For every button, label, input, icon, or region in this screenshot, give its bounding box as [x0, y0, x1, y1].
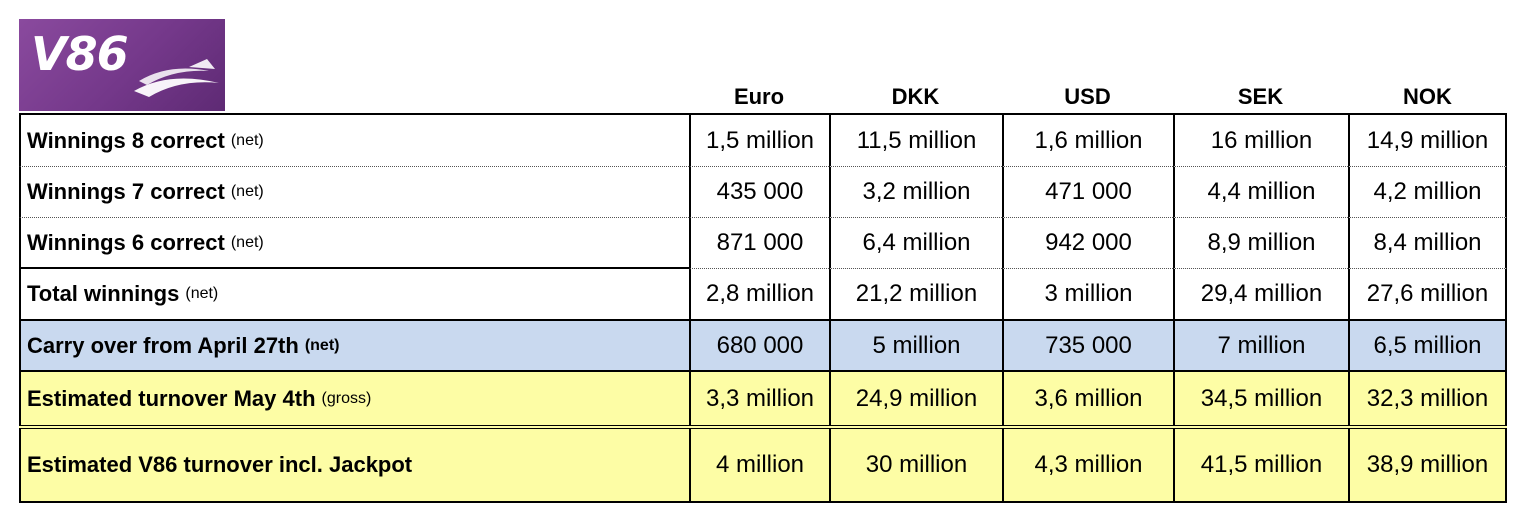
cell-usd: 3,6 million	[1002, 372, 1173, 425]
cell-dkk: 6,4 million	[829, 218, 1002, 269]
row-label-text: Winnings 7 correct	[27, 179, 225, 204]
row-note: (net)	[230, 183, 264, 200]
row-label: Total winnings (net)	[19, 269, 689, 321]
cell-usd: 471 000	[1002, 167, 1173, 218]
row-label-text: Estimated V86 turnover incl. Jackpot	[27, 452, 413, 477]
cell-nok: 38,9 million	[1348, 429, 1507, 501]
horse-swoosh-icon	[134, 59, 219, 97]
cell-sek: 4,4 million	[1173, 167, 1348, 218]
cell-usd: 3 million	[1002, 269, 1173, 321]
table-row-estimated-turnover: Estimated turnover May 4th (gross) 3,3 m…	[19, 372, 1507, 429]
cell-dkk: 30 million	[829, 429, 1002, 501]
row-note: (net)	[230, 233, 264, 251]
row-label-text: Winnings 8 correct	[27, 127, 225, 153]
table-row-winnings-8: Winnings 8 correct (net) 1,5 million 11,…	[19, 113, 1507, 167]
cell-nok: 8,4 million	[1348, 218, 1507, 269]
table-row-carry-over: Carry over from April 27th (net) 680 000…	[19, 321, 1507, 372]
cell-dkk: 21,2 million	[829, 269, 1002, 321]
cell-sek: 41,5 million	[1173, 429, 1348, 501]
cell-dkk: 5 million	[829, 321, 1002, 372]
cell-euro: 435 000	[689, 167, 829, 218]
table-row-winnings-6: Winnings 6 correct (net) 871 000 6,4 mil…	[19, 218, 1507, 269]
cell-nok: 27,6 million	[1348, 269, 1507, 321]
cell-nok: 32,3 million	[1348, 372, 1507, 425]
row-label: Estimated V86 turnover incl. Jackpot	[19, 429, 689, 501]
cell-nok: 6,5 million	[1348, 321, 1507, 372]
cell-usd: 942 000	[1002, 218, 1173, 269]
row-label-text: Total winnings	[27, 281, 180, 306]
cell-dkk: 3,2 million	[829, 167, 1002, 218]
row-label: Estimated turnover May 4th (gross)	[19, 372, 689, 425]
header-usd: USD	[1064, 84, 1111, 109]
cell-sek: 16 million	[1173, 113, 1348, 167]
cell-euro: 871 000	[689, 218, 829, 269]
row-label-text: Carry over from April 27th	[27, 332, 299, 358]
cell-sek: 7 million	[1173, 321, 1348, 372]
cell-sek: 8,9 million	[1173, 218, 1348, 269]
cell-nok: 4,2 million	[1348, 167, 1507, 218]
row-label: Winnings 7 correct (net)	[19, 167, 689, 218]
cell-usd: 4,3 million	[1002, 429, 1173, 501]
cell-usd: 735 000	[1002, 321, 1173, 372]
cell-usd: 1,6 million	[1002, 113, 1173, 167]
row-note: (net)	[304, 336, 340, 354]
cell-dkk: 11,5 million	[829, 113, 1002, 167]
cell-euro: 4 million	[689, 429, 829, 501]
row-label-text: Winnings 6 correct	[27, 229, 225, 255]
row-label-text: Estimated turnover May 4th	[27, 385, 316, 411]
cell-euro: 3,3 million	[689, 372, 829, 425]
header-euro: Euro	[733, 84, 785, 109]
cell-sek: 34,5 million	[1173, 372, 1348, 425]
header-sek: SEK	[1237, 84, 1284, 109]
cell-sek: 29,4 million	[1173, 269, 1348, 321]
row-note: (gross)	[321, 389, 372, 407]
row-note: (net)	[185, 285, 219, 302]
table-row-total-winnings: Total winnings (net) 2,8 million 21,2 mi…	[19, 269, 1507, 321]
row-label: Carry over from April 27th (net)	[19, 321, 689, 372]
cell-dkk: 24,9 million	[829, 372, 1002, 425]
cell-euro: 680 000	[689, 321, 829, 372]
header-nok: NOK	[1403, 84, 1452, 109]
header-dkk: DKK	[891, 84, 940, 109]
row-label: Winnings 8 correct (net)	[19, 113, 689, 167]
row-label: Winnings 6 correct (net)	[19, 218, 689, 269]
table-row-jackpot-turnover: Estimated V86 turnover incl. Jackpot 4 m…	[19, 429, 1507, 503]
row-note: (net)	[230, 131, 264, 149]
logo-text: V86	[31, 27, 129, 81]
table-row-winnings-7: Winnings 7 correct (net) 435 000 3,2 mil…	[19, 167, 1507, 218]
cell-euro: 1,5 million	[689, 113, 829, 167]
cell-euro: 2,8 million	[689, 269, 829, 321]
v86-logo: V86	[19, 19, 225, 111]
cell-nok: 14,9 million	[1348, 113, 1507, 167]
